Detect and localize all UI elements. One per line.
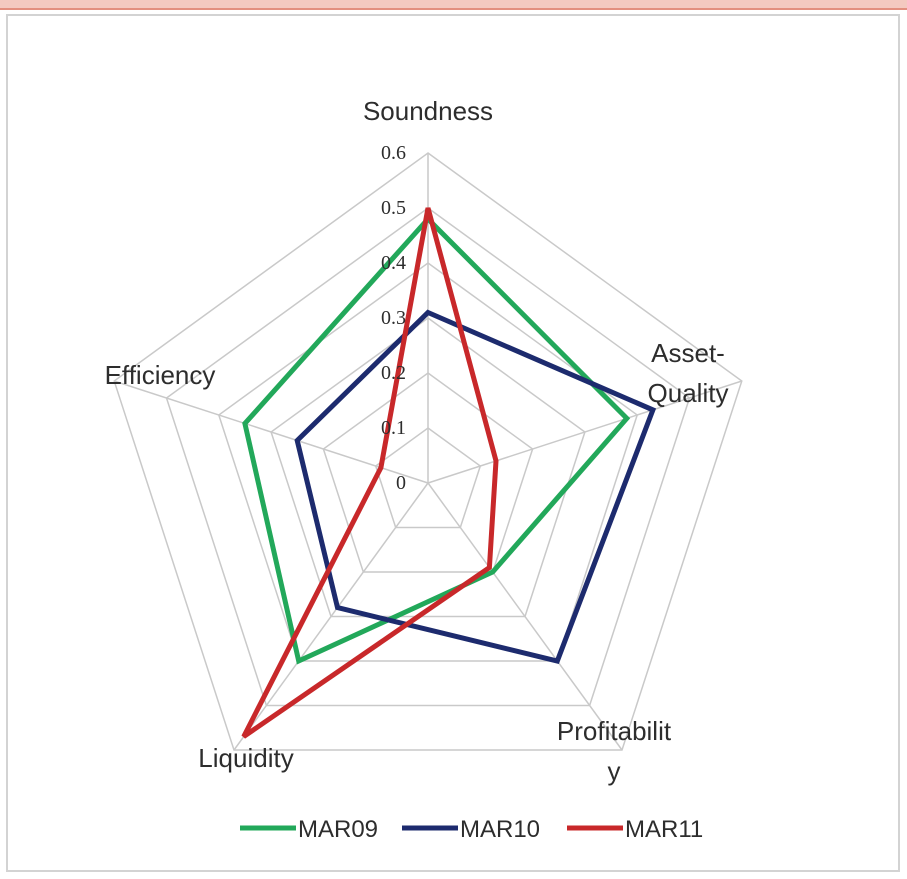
axis-label-line: Soundness [363,96,493,126]
series-line-mar10 [294,309,657,664]
legend-label-mar11: MAR11 [625,816,703,843]
tick-label-4: 0.4 [381,252,406,274]
tick-label-0: 0 [396,472,406,494]
axis-label-line: Profitabilit [557,716,672,746]
chart-panel [6,14,900,872]
tick-layer: 0 0.1 0.2 0.3 0.4 0.5 0.6 [381,142,406,494]
grid-ring-5 [165,207,691,707]
tick-label-3: 0.3 [381,307,406,329]
axis-label-line: Efficiency [105,360,216,390]
grid-spoke-1 [427,380,743,484]
axis-label-asset-quality: Asset- Quality [648,338,729,408]
legend-layer: MAR09 MAR10 MAR11 [240,816,703,843]
tick-label-1: 0.1 [381,417,406,439]
series-line-mar09 [242,215,631,665]
grid-spoke-2 [427,482,623,751]
legend-label-mar10: MAR10 [460,816,540,843]
axis-label-line: Asset- [651,338,725,368]
grid-ring-6 [113,152,743,751]
axis-label-layer: Soundness Asset- Quality Profitabilit y Liqui… [105,96,729,786]
grid-layer [113,152,743,751]
legend-label-mar09: MAR09 [298,816,378,843]
grid-ring-3 [270,317,586,618]
axis-label-line: Quality [648,378,729,408]
tick-label-6: 0.6 [381,142,406,164]
grid-spoke-3 [233,482,429,751]
axis-label-liquidity: Liquidity [198,743,293,773]
axis-label-line: Liquidity [198,743,293,773]
grid-ring-2 [322,372,534,573]
axis-label-profitability: Profitabilit y [557,716,672,786]
axis-label-efficiency: Efficiency [105,360,216,390]
series-layer [241,207,657,739]
top-border-band [0,0,907,10]
tick-label-5: 0.5 [381,197,406,219]
axis-label-line: y [608,756,621,786]
grid-spoke-4 [113,380,429,484]
series-line-mar11 [241,207,499,739]
axis-label-soundness: Soundness [363,96,493,126]
tick-label-2: 0.2 [381,362,406,384]
